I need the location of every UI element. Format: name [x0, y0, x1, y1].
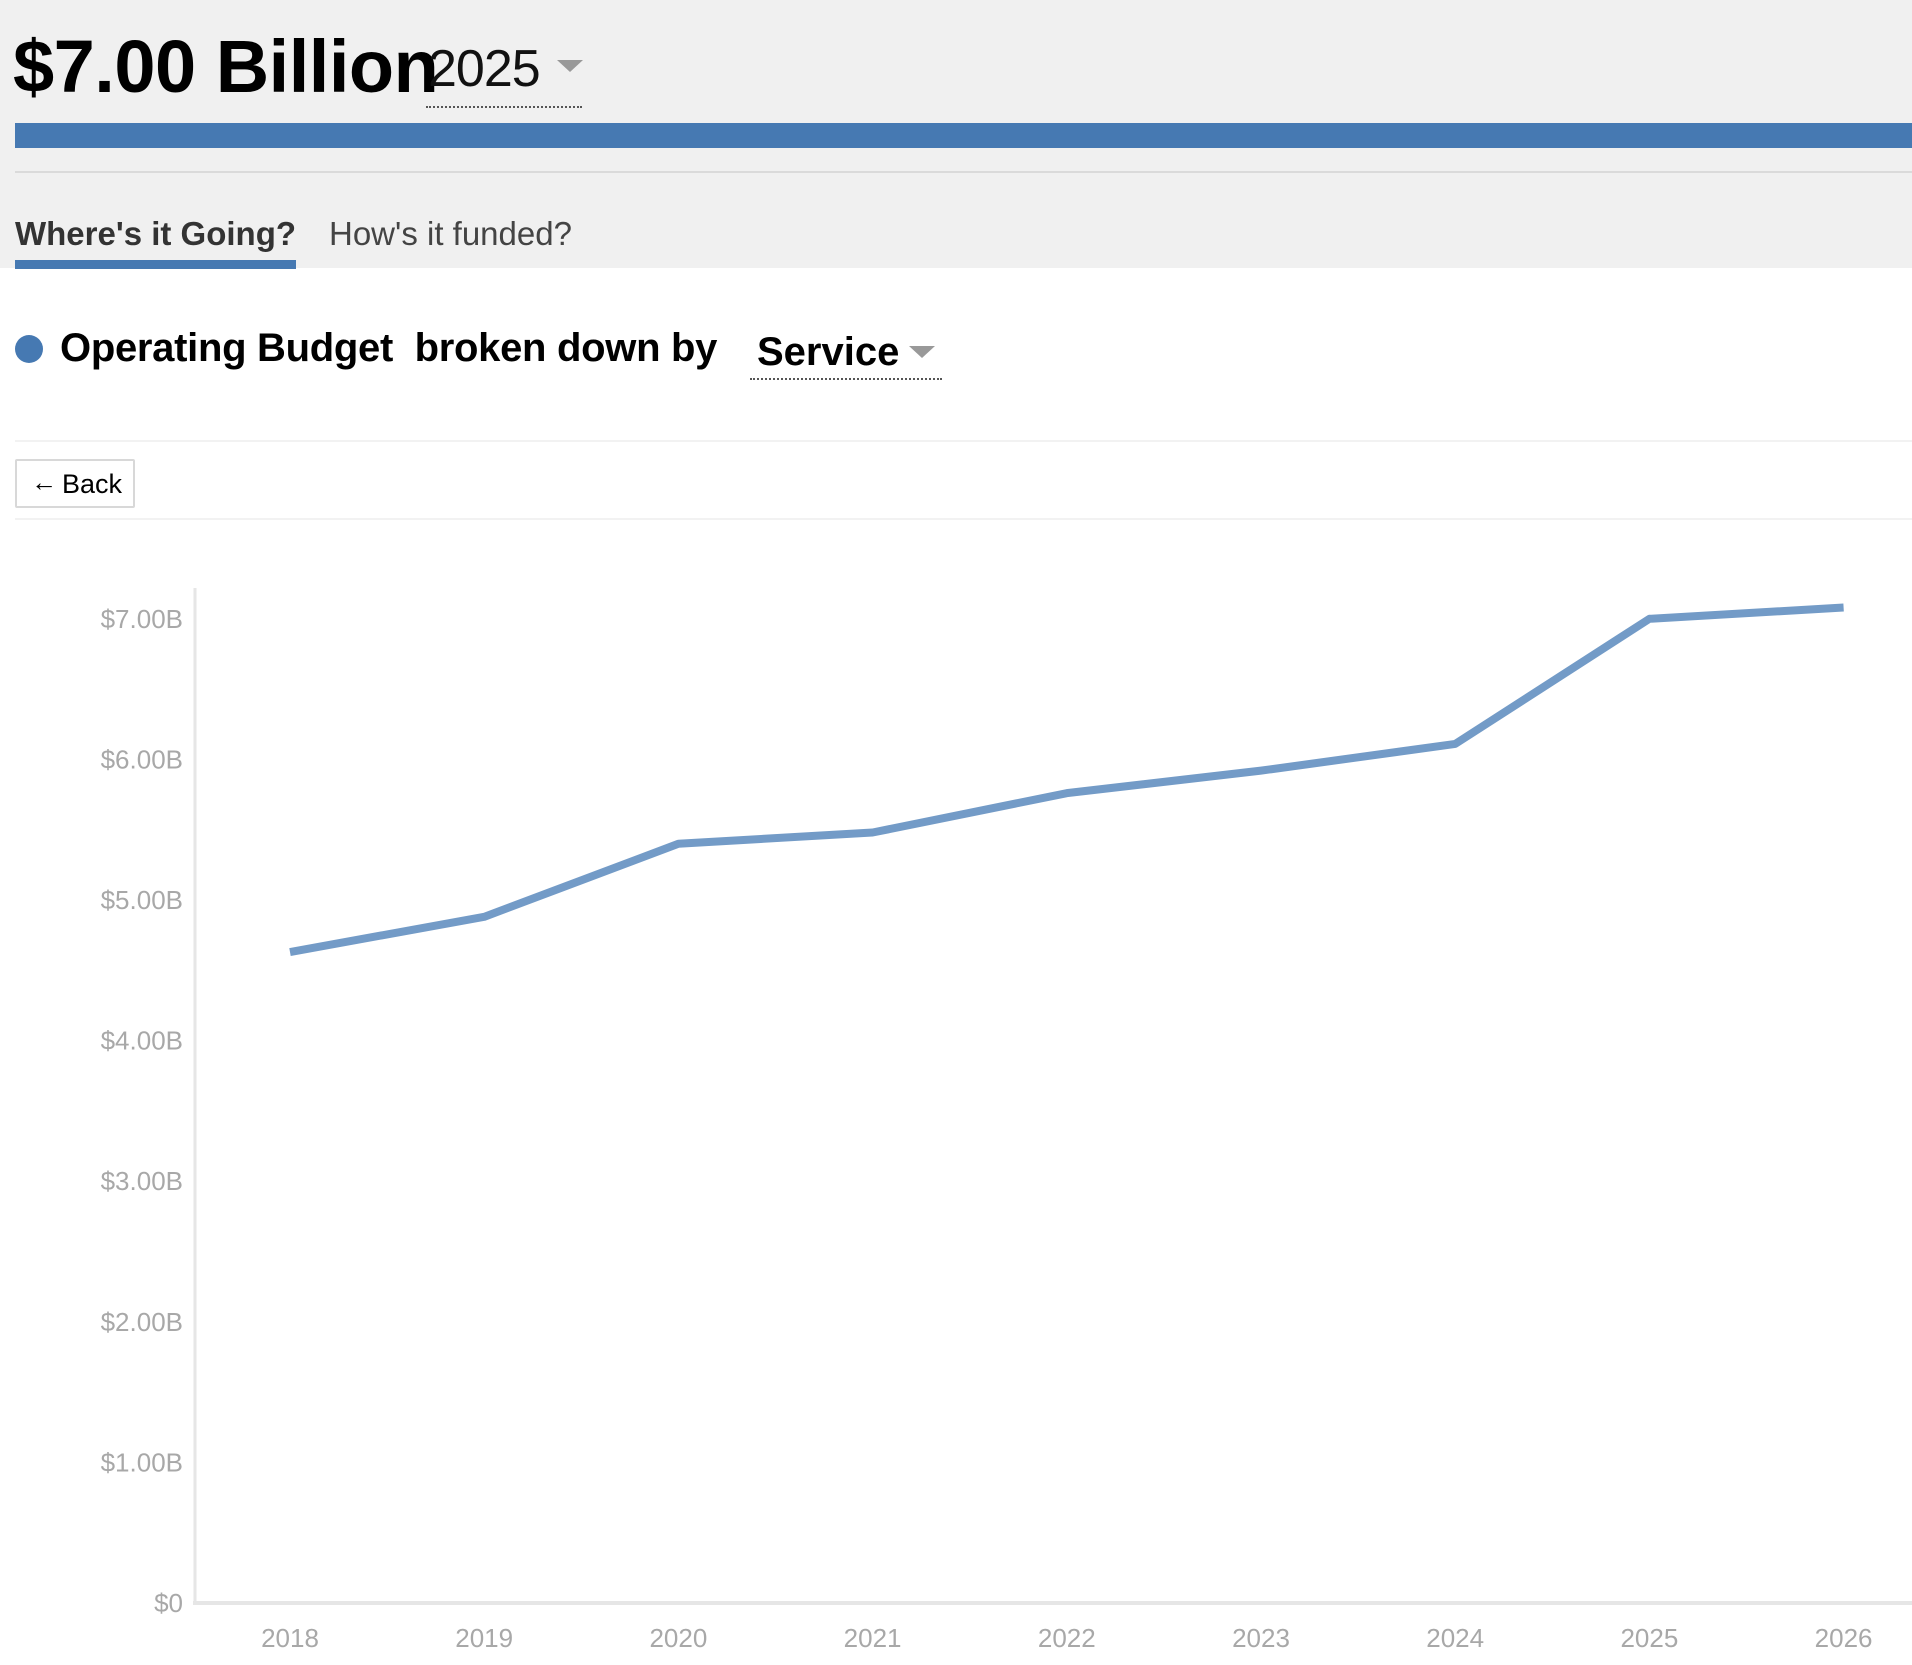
arrow-left-icon: ← — [31, 467, 57, 497]
y-tick-label: $1.00B — [101, 1447, 183, 1477]
total-amount: $7.00 Billion — [13, 25, 439, 108]
x-tick-label: 2020 — [649, 1623, 707, 1653]
active-tab-indicator — [15, 260, 296, 269]
x-tick-label: 2024 — [1426, 1623, 1484, 1653]
summary-header: $7.00 Billion 2025 Where's it Going? How… — [0, 0, 1912, 269]
chart-heading: Operating Budget broken down by Service — [0, 318, 1000, 388]
x-tick-label: 2018 — [261, 1623, 319, 1653]
y-tick-label: $0 — [154, 1588, 183, 1618]
heading-title: Operating Budget — [60, 326, 393, 370]
breakdown-dropdown[interactable]: Service — [750, 318, 942, 380]
tab-hows-it-funded[interactable]: How's it funded? — [329, 215, 572, 252]
x-tick-label: 2026 — [1815, 1623, 1873, 1653]
y-tick-label: $7.00B — [101, 604, 183, 634]
back-button-label: Back — [62, 469, 123, 499]
operating-budget-line-chart: $0 $1.00B $2.00B $3.00B $4.00B $5.00B $6.00B $7… — [101, 588, 1912, 1653]
toolbar-top-divider — [15, 440, 1912, 442]
header-divider — [15, 171, 1912, 173]
budget-progress-fill — [15, 123, 1912, 148]
tab-wheres-it-going[interactable]: Where's it Going? — [15, 215, 297, 252]
y-tick-label: $3.00B — [101, 1166, 183, 1196]
x-tick-label: 2019 — [455, 1623, 513, 1653]
x-tick-label: 2021 — [844, 1623, 902, 1653]
budget-progress-bar — [15, 123, 1912, 148]
y-tick-label: $4.00B — [101, 1026, 183, 1056]
series-dot-icon — [15, 335, 43, 363]
breakdown-dropdown-value: Service — [757, 330, 900, 374]
x-tick-label: 2023 — [1232, 1623, 1290, 1653]
year-dropdown-value: 2025 — [428, 40, 541, 98]
x-tick-label: 2022 — [1038, 1623, 1096, 1653]
heading-connector: broken down by — [414, 326, 718, 370]
year-dropdown[interactable]: 2025 — [426, 34, 583, 108]
y-tick-label: $2.00B — [101, 1307, 183, 1337]
series-line — [289, 603, 1844, 956]
chevron-down-icon — [909, 346, 935, 358]
chevron-down-icon — [557, 60, 583, 72]
toolbar-bottom-divider — [15, 518, 1912, 520]
x-tick-label: 2025 — [1620, 1623, 1678, 1653]
back-button[interactable]: ← Back — [15, 459, 135, 508]
y-tick-label: $5.00B — [101, 885, 183, 915]
y-tick-label: $6.00B — [101, 744, 183, 774]
heading-text: Operating Budget broken down by — [60, 322, 717, 374]
